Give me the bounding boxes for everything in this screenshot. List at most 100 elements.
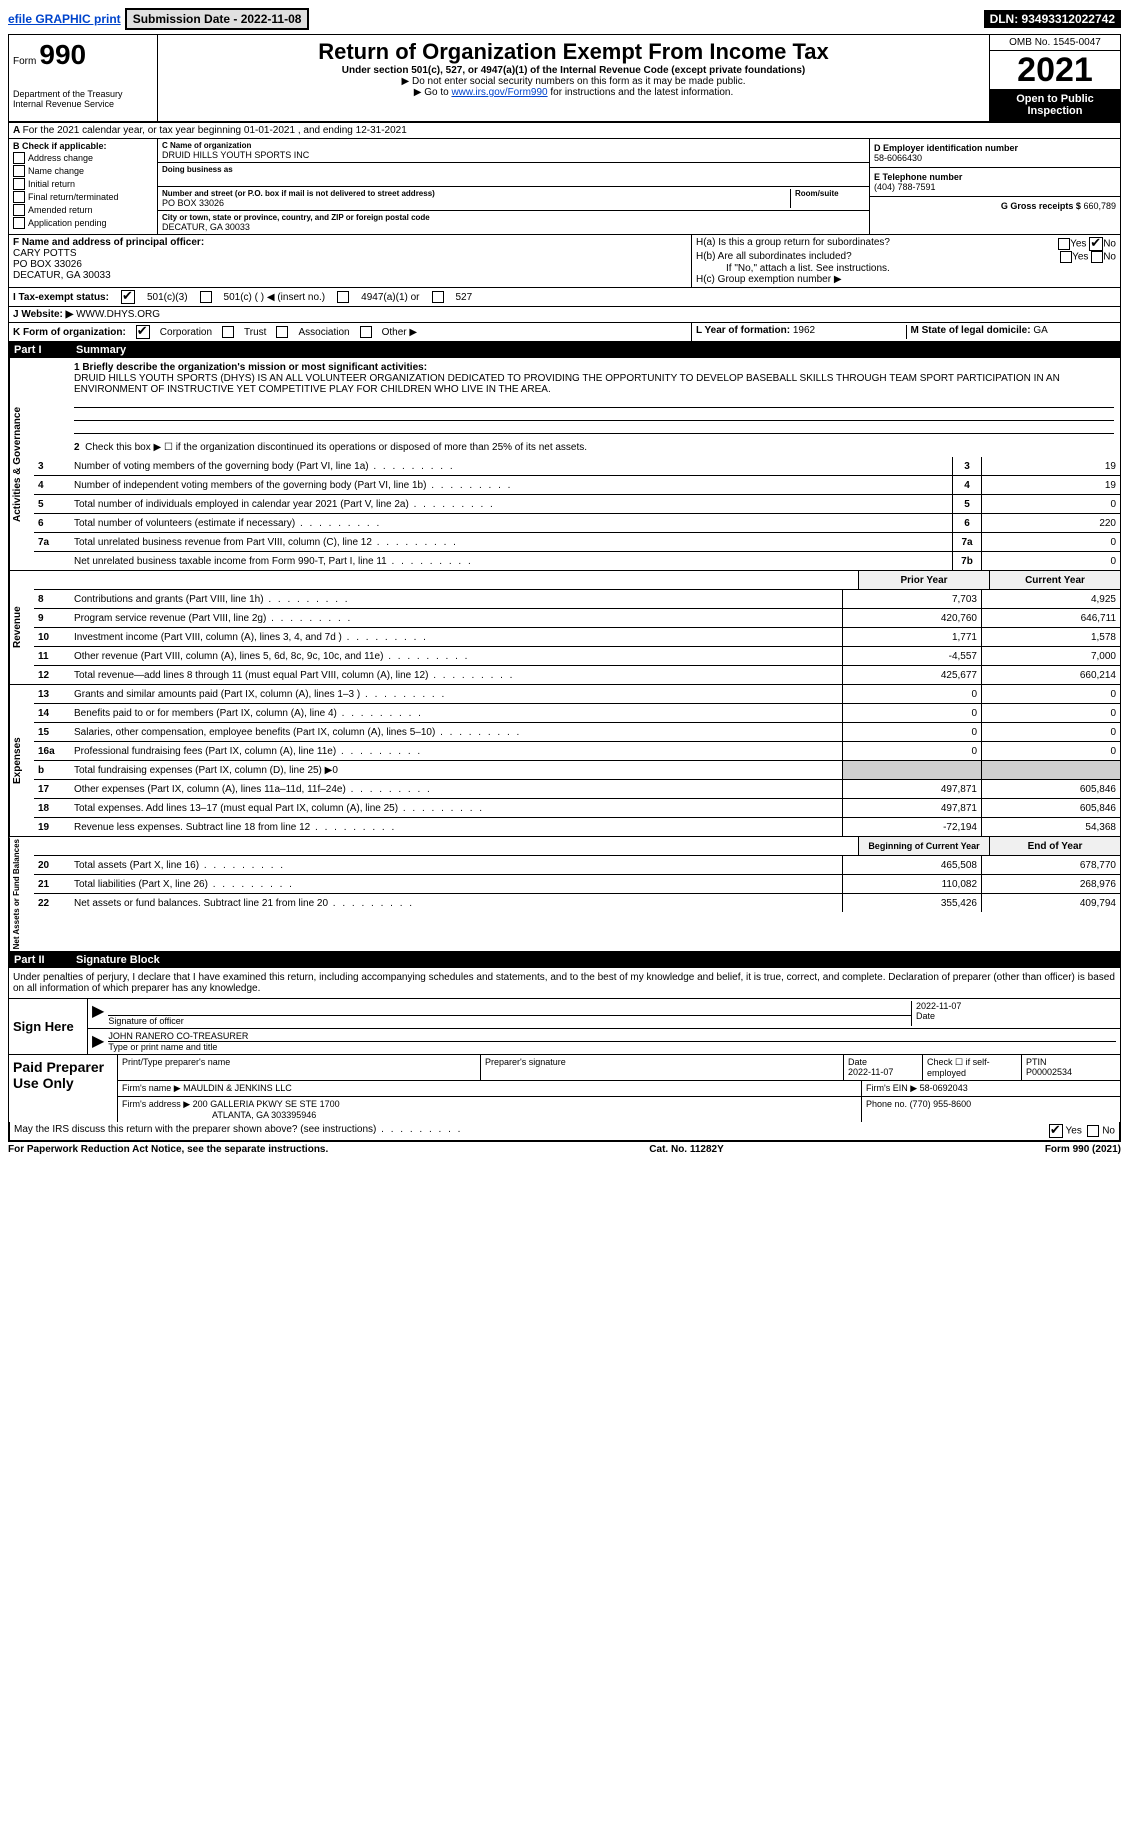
hdr-curr: Current Year [989,571,1120,589]
discuss-no[interactable] [1087,1125,1099,1137]
form-header: Form 990 Department of the Treasury Inte… [8,34,1121,123]
city: DECATUR, GA 30033 [162,222,865,232]
hdr-end: End of Year [989,837,1120,855]
table-row: 22 Net assets or fund balances. Subtract… [34,893,1120,912]
efile-link[interactable]: efile GRAPHIC print [8,12,121,26]
d-label: D Employer identification number [874,143,1116,153]
hdr-prior: Prior Year [858,571,989,589]
part2-header: Part II Signature Block [8,952,1121,968]
irs-link[interactable]: www.irs.gov/Form990 [451,87,547,98]
p-name-label: Print/Type preparer's name [122,1057,476,1067]
sig-officer-label: Signature of officer [108,1016,911,1026]
table-row: 14 Benefits paid to or for members (Part… [34,703,1120,722]
chk-app[interactable] [13,217,25,229]
chk-final[interactable] [13,191,25,203]
g-label: G Gross receipts $ [1001,201,1081,211]
q1: 1 Briefly describe the organization's mi… [74,362,1114,373]
open-public: Open to Public Inspection [990,89,1120,121]
block-b: B Check if applicable: Address change Na… [8,139,1121,235]
chk-name[interactable] [13,165,25,177]
table-row: 5 Total number of individuals employed i… [34,494,1120,513]
p-date-label: Date [848,1057,918,1067]
officer-addr1: PO BOX 33026 [13,259,687,270]
chk-corp[interactable] [136,325,150,339]
chk-address[interactable] [13,152,25,164]
chk-other[interactable] [360,326,372,338]
hb-yes[interactable] [1060,251,1072,263]
hb-no[interactable] [1091,251,1103,263]
chk-initial[interactable] [13,178,25,190]
dept-label: Department of the Treasury [13,89,153,99]
chk-trust[interactable] [222,326,234,338]
year-formation: 1962 [793,325,815,336]
table-row: 8 Contributions and grants (Part VIII, l… [34,589,1120,608]
tab-rev: Revenue [9,571,34,684]
block-b-right: D Employer identification number 58-6066… [869,139,1120,234]
firm-name: MAULDIN & JENKINS LLC [183,1083,292,1093]
section-a: A For the 2021 calendar year, or tax yea… [8,123,1121,139]
ha-no[interactable] [1089,237,1103,251]
table-row: 20 Total assets (Part X, line 16) 465,50… [34,855,1120,874]
pra: For Paperwork Reduction Act Notice, see … [8,1144,328,1155]
chk-527[interactable] [432,291,444,303]
firm-ein-label: Firm's EIN ▶ [866,1083,917,1093]
table-row: 18 Total expenses. Add lines 13–17 (must… [34,798,1120,817]
ha-yes[interactable] [1058,238,1070,250]
chk-501c[interactable] [200,291,212,303]
omb-number: OMB No. 1545-0047 [990,35,1120,51]
form-id-block: Form 990 Department of the Treasury Inte… [9,35,158,121]
org-name: DRUID HILLS YOUTH SPORTS INC [162,150,865,160]
table-row: 6 Total number of volunteers (estimate i… [34,513,1120,532]
chk-4947[interactable] [337,291,349,303]
table-row: 10 Investment income (Part VIII, column … [34,627,1120,646]
firm-addr2: ATLANTA, GA 303395946 [212,1110,316,1120]
table-row: 7a Total unrelated business revenue from… [34,532,1120,551]
m-label: M State of legal domicile: [911,325,1031,336]
p-check: Check ☐ if self-employed [923,1055,1022,1080]
firm-ein: 58-0692043 [920,1083,968,1093]
note-1: ▶ Do not enter social security numbers o… [162,76,985,87]
sign-here: Sign Here [9,999,87,1054]
block-b-checkboxes: B Check if applicable: Address change Na… [9,139,158,234]
form-number: 990 [39,39,86,70]
form-subtitle: Under section 501(c), 527, or 4947(a)(1)… [162,65,985,76]
form-title: Return of Organization Exempt From Incom… [162,39,985,65]
type-name-label: Type or print name and title [108,1042,1116,1052]
firm-name-label: Firm's name ▶ [122,1083,181,1093]
state-domicile: GA [1033,325,1047,336]
c-label: C Name of organization [162,141,865,150]
ptin-label: PTIN [1026,1057,1116,1067]
table-row: 3 Number of voting members of the govern… [34,457,1120,475]
dba-label: Doing business as [162,165,865,174]
addr-label: Number and street (or P.O. box if mail i… [162,189,790,198]
mission: DRUID HILLS YOUTH SPORTS (DHYS) IS AN AL… [74,373,1114,395]
hb-note: If "No," attach a list. See instructions… [696,263,1116,274]
row-j: J Website: ▶ WWW.DHYS.ORG [8,307,1121,323]
discuss-yes[interactable] [1049,1124,1063,1138]
f-label: F Name and address of principal officer: [13,237,687,248]
table-row: 21 Total liabilities (Part X, line 26) 1… [34,874,1120,893]
arrow-icon: ▶ [92,1001,104,1026]
submission-date: Submission Date - 2022-11-08 [125,8,310,30]
l-label: L Year of formation: [696,325,790,336]
table-row: 13 Grants and similar amounts paid (Part… [34,685,1120,703]
i-label: I Tax-exempt status: [13,292,109,303]
j-label: J Website: ▶ [13,309,73,320]
form-year-block: OMB No. 1545-0047 2021 Open to Public In… [989,35,1120,121]
tax-year: 2021 [990,51,1120,89]
chk-501c3[interactable] [121,290,135,304]
table-row: 4 Number of independent voting members o… [34,475,1120,494]
q2: Check this box ▶ ☐ if the organization d… [85,442,587,453]
ein: 58-6066430 [874,153,1116,163]
p-date: 2022-11-07 [848,1067,918,1077]
signature-block: Under penalties of perjury, I declare th… [8,968,1121,1142]
officer-nametitle: JOHN RANERO CO-TREASURER [108,1031,1116,1042]
table-row: 19 Revenue less expenses. Subtract line … [34,817,1120,836]
ptin: P00002534 [1026,1067,1116,1077]
tab-ag: Activities & Governance [9,358,34,570]
table-row: b Total fundraising expenses (Part IX, c… [34,760,1120,779]
hc-label: H(c) Group exemption number ▶ [696,274,1116,285]
p-sig-label: Preparer's signature [485,1057,839,1067]
chk-assoc[interactable] [276,326,288,338]
chk-amended[interactable] [13,204,25,216]
